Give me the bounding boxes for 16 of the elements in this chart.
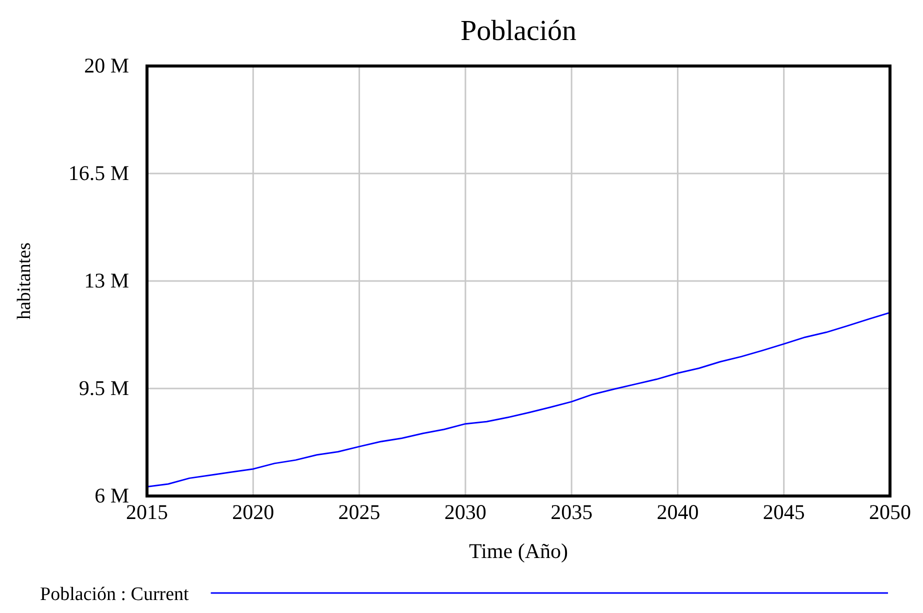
x-tick-label: 2025 <box>338 500 380 524</box>
x-tick-label: 2035 <box>550 500 593 524</box>
x-tick-label: 2030 <box>444 500 486 524</box>
text: Población : Current <box>40 584 190 605</box>
y-axis-title: habitantes <box>14 242 35 320</box>
y-tick-label: 9.5 M <box>78 376 130 400</box>
y-tick-label: 16.5 M <box>68 161 130 186</box>
x-tick-label: 2040 <box>656 500 699 524</box>
line-series <box>146 312 891 488</box>
x-tick-label: 2050 <box>869 500 911 524</box>
x-tick-label: 2020 <box>232 500 274 524</box>
y-tick-label: 13 M <box>84 268 130 293</box>
x-tick-label: 2045 <box>762 500 805 524</box>
x-axis-title: Time (Año) <box>469 539 568 563</box>
chart-title: Población <box>460 15 577 47</box>
y-tick-label: 20 M <box>84 54 130 78</box>
